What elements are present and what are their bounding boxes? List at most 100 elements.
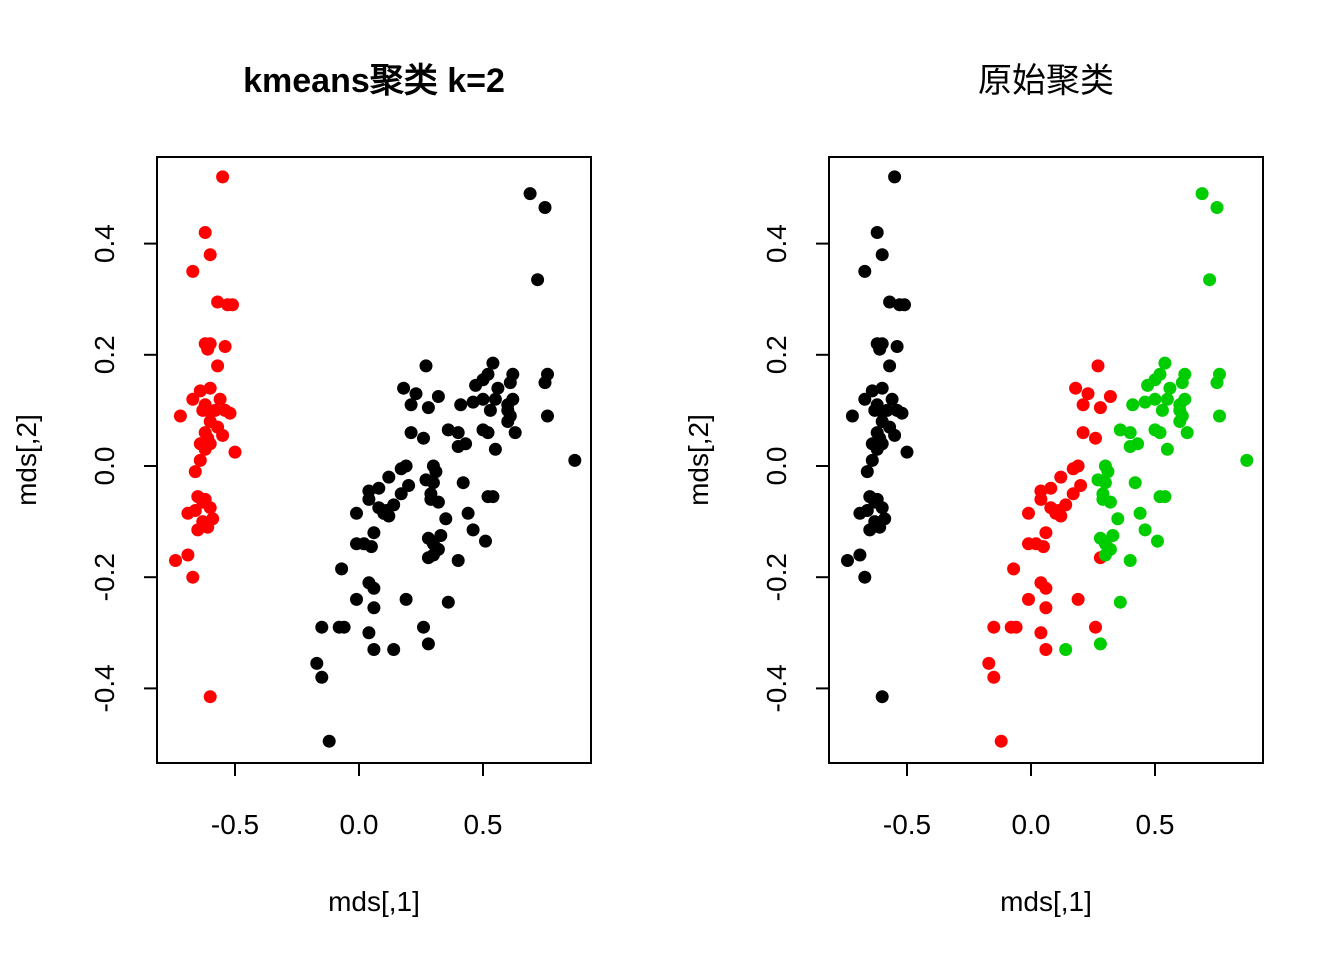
x-axis: -0.5 0.0 0.5 — [211, 762, 502, 840]
point-2-8 — [1089, 431, 1102, 445]
point-2-24 — [421, 401, 435, 415]
point-3-43 — [1133, 506, 1147, 520]
point-2-67 — [367, 526, 381, 540]
point-1-2 — [870, 226, 884, 239]
point-2-18 — [488, 392, 502, 406]
x-axis-label: mds[,1] — [328, 886, 420, 917]
point-3-1 — [1195, 187, 1209, 201]
point-2-45 — [382, 470, 396, 484]
point-1-23 — [845, 409, 859, 423]
point-1-13 — [875, 381, 889, 395]
point-2-32 — [1022, 592, 1035, 606]
point-2-21 — [1054, 509, 1068, 523]
x-tick-label: 0.0 — [1012, 809, 1051, 840]
point-1-43 — [201, 520, 215, 534]
y-tick-label: -0.2 — [89, 553, 120, 601]
point-2-83 — [399, 592, 413, 606]
point-2-68 — [466, 523, 480, 537]
y-tick-label: 0.0 — [89, 447, 120, 486]
data-points — [169, 170, 582, 748]
point-2-5 — [486, 356, 500, 370]
point-2-22 — [1022, 506, 1035, 520]
point-1-13 — [203, 381, 217, 395]
point-2-38 — [451, 440, 465, 453]
point-1-4 — [186, 264, 200, 278]
point-2-4 — [419, 359, 433, 373]
point-2-6 — [1093, 401, 1107, 415]
point-2-38 — [1034, 626, 1048, 640]
point-2-36 — [1004, 620, 1018, 634]
point-2-23 — [1039, 526, 1053, 540]
x-tick-label: -0.5 — [883, 809, 931, 840]
point-2-1 — [523, 187, 537, 201]
point-2-69 — [434, 529, 448, 542]
point-2-94 — [387, 643, 401, 656]
point-2-34 — [987, 620, 1001, 634]
data-points — [841, 170, 1254, 748]
point-3-2 — [1210, 201, 1224, 214]
point-1-3 — [875, 248, 889, 262]
point-3-51 — [1098, 548, 1112, 562]
y-tick-label: -0.4 — [761, 664, 792, 712]
point-2-96 — [315, 670, 329, 684]
point-1-32 — [228, 445, 242, 459]
point-1-11 — [218, 340, 232, 353]
point-1-31 — [198, 442, 212, 456]
point-2-65 — [350, 506, 363, 520]
point-2-16 — [1034, 492, 1048, 506]
point-1-34 — [860, 465, 874, 479]
point-2-40 — [982, 656, 996, 670]
point-3-24 — [1113, 423, 1127, 437]
point-2-86 — [367, 601, 381, 615]
point-3-27 — [1153, 426, 1167, 440]
point-2-21 — [454, 398, 468, 412]
point-1-20 — [880, 403, 894, 417]
point-2-44 — [429, 465, 443, 479]
point-2-37 — [1089, 620, 1102, 634]
point-3-9 — [1210, 376, 1224, 390]
point-3-37 — [1098, 476, 1112, 490]
point-2-2 — [1069, 381, 1083, 395]
point-2-20 — [466, 395, 480, 409]
point-3-12 — [1163, 381, 1177, 395]
point-2-84 — [350, 592, 363, 606]
point-2-55 — [486, 490, 500, 504]
point-1-10 — [201, 342, 215, 356]
point-2-85 — [441, 595, 455, 609]
y-tick-label: -0.4 — [89, 664, 120, 712]
point-1-34 — [188, 465, 202, 479]
point-2-12 — [1074, 479, 1088, 492]
point-2-4 — [1103, 390, 1117, 403]
point-2-66 — [439, 512, 453, 526]
point-3-31 — [1160, 442, 1174, 456]
point-1-10 — [873, 342, 887, 356]
point-2-49 — [402, 479, 416, 492]
point-3-28 — [1180, 426, 1194, 440]
point-2-32 — [451, 426, 465, 440]
point-1-46 — [169, 554, 182, 567]
point-1-46 — [841, 554, 854, 567]
point-1-15 — [186, 392, 200, 406]
point-2-26 — [1036, 540, 1050, 554]
point-2-31 — [1071, 592, 1085, 606]
chart-title: 原始聚类 — [978, 61, 1114, 101]
point-2-3 — [1081, 387, 1095, 401]
point-3-48 — [1151, 534, 1164, 548]
point-1-19 — [196, 403, 210, 417]
point-2-30 — [1039, 581, 1053, 595]
point-2-25 — [483, 403, 497, 417]
point-1-7 — [898, 298, 911, 312]
point-2-82 — [367, 581, 381, 595]
point-1-4 — [858, 264, 872, 278]
point-2-78 — [426, 548, 440, 562]
point-1-40 — [853, 506, 867, 520]
point-3-17 — [1126, 398, 1140, 412]
point-3-4 — [1158, 356, 1172, 370]
point-3-54 — [1093, 637, 1107, 651]
point-1-44 — [191, 523, 205, 537]
point-2-5 — [1076, 398, 1090, 412]
point-3-40 — [1158, 490, 1172, 504]
point-3-53 — [1113, 595, 1127, 609]
point-2-43 — [394, 462, 408, 476]
